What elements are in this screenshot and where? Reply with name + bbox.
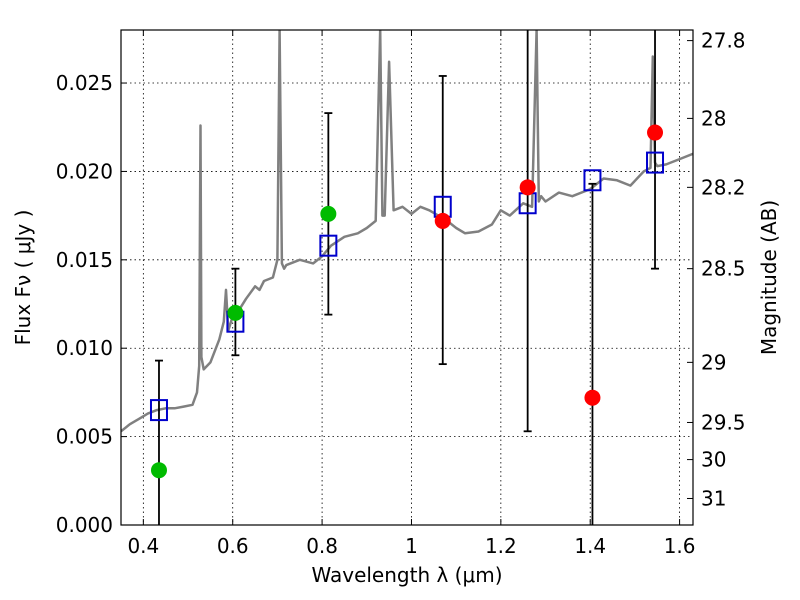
right-tick-label: 29: [701, 350, 726, 374]
y-tick-label: 0.020: [56, 159, 113, 183]
x-tick-label: 1.4: [574, 534, 606, 558]
red-data-point: [584, 389, 601, 406]
x-tick-label: 0.4: [127, 534, 159, 558]
y-tick-label: 0.015: [56, 248, 113, 272]
red-data-point: [519, 179, 536, 196]
model-box-marker: [319, 234, 338, 257]
red-data-point: [647, 124, 664, 141]
spectrum-line: [121, 30, 693, 433]
y-axis-title: Flux Fν ( μJy ): [11, 210, 35, 346]
x-tick-label: 1.2: [485, 534, 517, 558]
y-tick-label: 0.025: [56, 71, 113, 95]
plot-area: [121, 30, 693, 525]
right-tick-label: 30: [701, 448, 726, 472]
model-box-marker: [646, 151, 665, 174]
green-data-point: [320, 205, 337, 222]
y-tick-label: 0.005: [56, 425, 113, 449]
x-tick-label: 0.6: [217, 534, 249, 558]
axis-ticks: 0.4 0.6 0.8 1 1.2 1.4 1.6 0.000 0.005 0.010 0.015 0…: [56, 29, 746, 558]
right-tick-label: 29.5: [701, 410, 746, 434]
red-data-point: [434, 212, 451, 229]
green-data-point: [150, 462, 167, 479]
model-box-marker: [149, 399, 168, 422]
x-axis-title: Wavelength λ (μm): [311, 563, 502, 587]
y-tick-label: 0.000: [56, 513, 113, 537]
right-tick-label: 27.8: [701, 29, 746, 53]
grid-lines: [121, 30, 693, 526]
plot-frame: [120, 29, 694, 526]
model-box-marker: [583, 169, 602, 192]
right-tick-label: 28.2: [701, 175, 746, 199]
x-tick-label: 1.6: [664, 534, 696, 558]
right-tick-label: 28: [701, 106, 726, 130]
x-tick-label: 1: [405, 534, 418, 558]
green-data-point: [227, 304, 244, 321]
x-tick-label: 0.8: [306, 534, 338, 558]
right-tick-label: 31: [701, 486, 726, 510]
y-tick-label: 0.010: [56, 336, 113, 360]
right-axis-title: Magnitude (AB): [757, 200, 781, 355]
right-tick-label: 28.5: [701, 257, 746, 281]
